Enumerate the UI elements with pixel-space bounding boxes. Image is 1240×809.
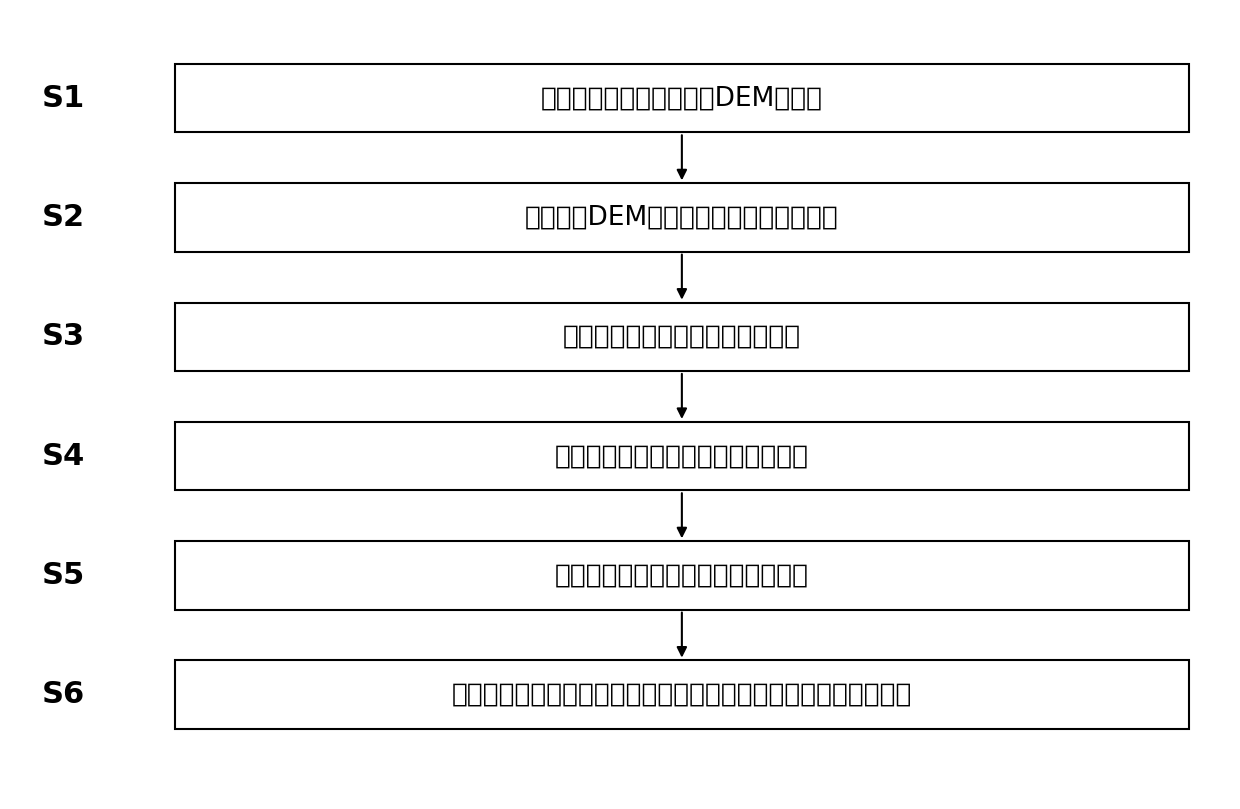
Text: 基于分级河道栅格提取河流交汇点: 基于分级河道栅格提取河流交汇点	[563, 324, 801, 349]
Text: S3: S3	[42, 322, 84, 351]
Text: S2: S2	[42, 203, 84, 232]
FancyBboxPatch shape	[175, 541, 1189, 610]
Text: S5: S5	[42, 561, 84, 590]
Text: 运用子流域出口点提取各子流域面积: 运用子流域出口点提取各子流域面积	[554, 562, 808, 588]
Text: S6: S6	[42, 680, 84, 709]
FancyBboxPatch shape	[175, 660, 1189, 729]
Text: 利用流域DEM数据提取流域分级河道栅格: 利用流域DEM数据提取流域分级河道栅格	[525, 205, 838, 231]
Text: S1: S1	[42, 83, 84, 112]
FancyBboxPatch shape	[175, 421, 1189, 490]
Text: S4: S4	[42, 442, 84, 471]
Text: 依据河流交汇点提取各子流域出口点: 依据河流交汇点提取各子流域出口点	[554, 443, 808, 469]
FancyBboxPatch shape	[175, 303, 1189, 371]
FancyBboxPatch shape	[175, 183, 1189, 252]
Text: 提取流域数字高程模型（DEM）数据: 提取流域数字高程模型（DEM）数据	[541, 85, 823, 111]
Text: 统计各子流域面积并以此为基础分析计算得到地貌单位线初始概率: 统计各子流域面积并以此为基础分析计算得到地貌单位线初始概率	[451, 682, 913, 708]
FancyBboxPatch shape	[175, 64, 1189, 133]
